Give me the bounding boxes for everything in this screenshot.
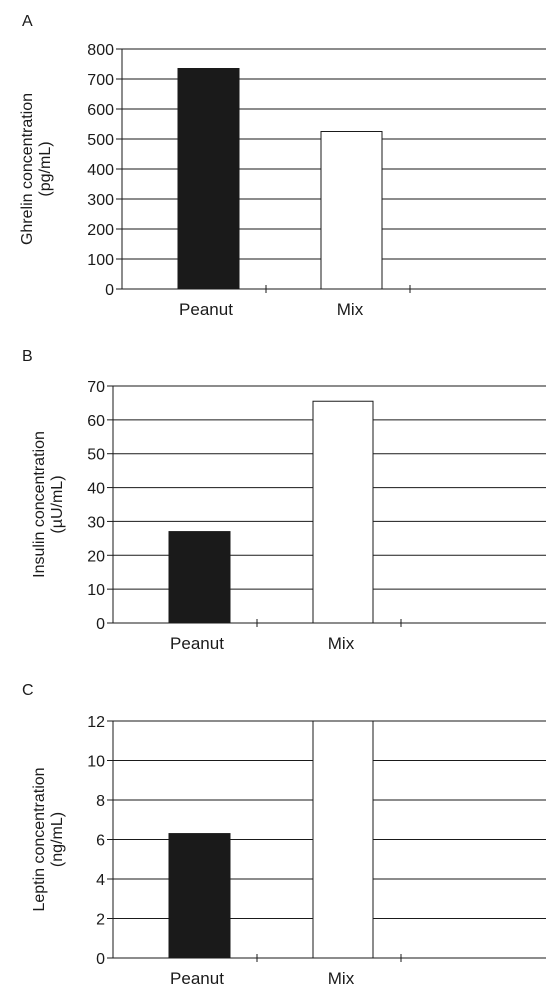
- chart-panel-b: B 0 10 20 30 40 50 60 70 Peanut Mix Insulin concent…: [22, 348, 546, 653]
- chart-panel-c: C 0 2 4 6 8 10 12 Peanut Mix Leptin concentration(…: [22, 682, 546, 988]
- y-tick-label: 60: [87, 413, 105, 430]
- x-tick-label: Mix: [337, 300, 364, 319]
- y-axis-label: (µU/mL): [49, 475, 66, 533]
- y-axis-label: Insulin concentration: [31, 431, 48, 578]
- bar-mix: [320, 131, 383, 290]
- panel-letter: B: [22, 348, 33, 365]
- y-tick-label: 0: [105, 282, 114, 299]
- y-tick-label: 800: [87, 42, 114, 59]
- bar-peanut: [168, 531, 231, 624]
- x-tick-label: Mix: [328, 969, 355, 988]
- y-tick-label: 2: [96, 912, 105, 929]
- y-tick-label: 700: [87, 72, 114, 89]
- y-tick-label: 40: [87, 481, 105, 498]
- y-tick-label: 100: [87, 252, 114, 269]
- x-tick-label: Peanut: [170, 969, 224, 988]
- bar-peanut: [177, 68, 240, 290]
- x-tick-label: Peanut: [179, 300, 233, 319]
- y-tick-label: 600: [87, 102, 114, 119]
- y-tick-label: 500: [87, 132, 114, 149]
- y-tick-label: 10: [87, 754, 105, 771]
- y-tick-label: 300: [87, 192, 114, 209]
- bar-mix: [312, 720, 374, 959]
- y-tick-label: 0: [96, 616, 105, 633]
- chart-panel-a: A 0 100 200 300 400 500 600 700 800 Peanut Mix Ghrel…: [19, 13, 546, 319]
- y-tick-label: 12: [87, 714, 105, 731]
- y-tick-label: 70: [87, 379, 105, 396]
- y-tick-label: 50: [87, 447, 105, 464]
- y-axis-label: Leptin concentration: [31, 767, 48, 911]
- y-tick-label: 200: [87, 222, 114, 239]
- y-tick-label: 10: [87, 582, 105, 599]
- x-tick-label: Mix: [328, 634, 355, 653]
- y-axis-label: (pg/mL): [37, 141, 54, 196]
- panel-letter: C: [22, 682, 34, 699]
- y-tick-label: 8: [96, 793, 105, 810]
- bar-peanut: [168, 833, 231, 959]
- y-tick-label: 0: [96, 951, 105, 968]
- y-tick-label: 6: [96, 833, 105, 850]
- y-tick-label: 30: [87, 514, 105, 531]
- y-tick-label: 20: [87, 548, 105, 565]
- bar-mix: [312, 400, 374, 624]
- y-tick-label: 4: [96, 872, 105, 889]
- panel-letter: A: [22, 13, 33, 30]
- y-axis-label: Ghrelin concentration: [19, 93, 36, 245]
- x-tick-label: Peanut: [170, 634, 224, 653]
- y-axis-label: (ng/mL): [49, 812, 66, 867]
- y-tick-label: 400: [87, 162, 114, 179]
